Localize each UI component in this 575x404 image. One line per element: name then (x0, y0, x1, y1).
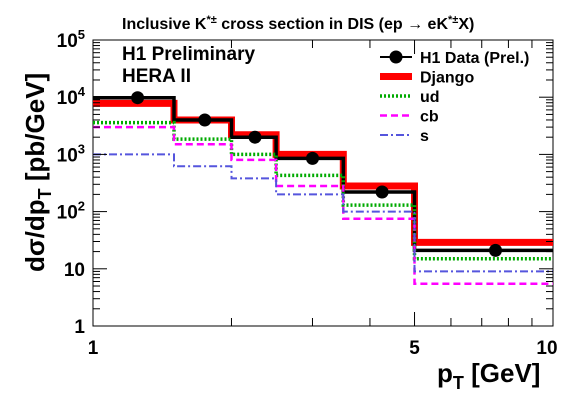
run-label: HERA II (122, 66, 191, 87)
histogram-layer (93, 95, 553, 285)
y-tick-labels: 1 10 102 103 104 105 (57, 27, 86, 338)
x-tick-label: 1 (88, 338, 99, 359)
data-point (248, 130, 262, 144)
x-axis-title-unit: [GeV] (464, 358, 541, 388)
histogram-s (93, 153, 553, 273)
chart-title: Inclusive K*± cross section in DIS (ep →… (122, 14, 474, 33)
y-axis-title-unit: [pb/GeV] (20, 73, 50, 189)
legend-item: ud (380, 89, 440, 106)
title-rest: cross section in DIS (ep (217, 16, 407, 33)
x-axis-title: pT [GeV] (437, 358, 540, 393)
histogram-ud (93, 120, 553, 261)
y-tick-label: 105 (57, 27, 85, 52)
y-axis-title-main: dσ/dp (20, 199, 50, 272)
data-point (375, 185, 389, 199)
histogram-h1-data-prel (93, 95, 553, 253)
x-axis-title-main: p (437, 358, 453, 388)
data-marker-layer (131, 91, 502, 257)
experiment-label: H1 Preliminary (122, 44, 255, 65)
legend: H1 Data (Prel.) Django ud cb s (380, 50, 529, 145)
title-main: Inclusive K (122, 16, 207, 33)
data-point (131, 91, 145, 105)
legend-swatch-marker (389, 50, 403, 64)
data-point (306, 151, 319, 165)
legend-label: ud (420, 89, 440, 106)
title-sup2: *± (448, 14, 458, 26)
legend-label: H1 Data (Prel.) (420, 50, 529, 67)
title-rest2: eK (423, 16, 448, 33)
x-tick-label: 10 (536, 338, 557, 359)
data-point (198, 113, 212, 127)
x-axis-title-sub: T (453, 373, 464, 393)
y-tick-label: 102 (57, 199, 85, 224)
tick-layer (92, 40, 554, 327)
legend-item: s (380, 128, 429, 145)
x-tick-labels: 1 5 10 (88, 338, 558, 359)
title-end: X) (458, 16, 474, 33)
legend-item: Django (380, 70, 474, 87)
y-tick-label: 104 (57, 84, 86, 109)
title-arrow: → (407, 16, 423, 33)
plot-frame (92, 39, 554, 327)
y-tick-label: 10 (64, 260, 85, 281)
legend-label: cb (420, 109, 439, 126)
legend-item: H1 Data (Prel.) (380, 50, 529, 67)
title-sup: *± (206, 14, 216, 26)
y-axis-title: dσ/dpT [pb/GeV] (20, 73, 55, 272)
y-tick-label: 103 (57, 141, 85, 166)
legend-label: s (420, 128, 429, 145)
histogram-cb (93, 125, 553, 285)
legend-item: cb (380, 109, 439, 126)
y-tick-label: 1 (74, 317, 85, 338)
legend-label: Django (420, 70, 474, 87)
data-point (489, 243, 502, 257)
x-tick-label: 5 (409, 338, 420, 359)
y-axis-title-sub: T (35, 188, 55, 199)
